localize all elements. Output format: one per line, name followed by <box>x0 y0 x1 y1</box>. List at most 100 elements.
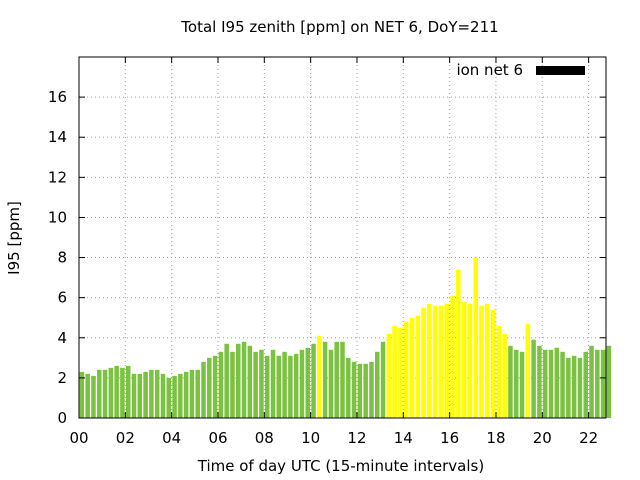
x-tick-label: 20 <box>533 429 552 447</box>
bar <box>566 357 571 418</box>
bar <box>519 351 525 418</box>
x-tick-label: 04 <box>162 429 181 447</box>
bar <box>317 335 322 418</box>
bar <box>160 373 166 418</box>
bar <box>490 309 496 418</box>
y-tick-label: 8 <box>57 249 67 267</box>
bar <box>125 365 131 418</box>
bar <box>276 355 282 418</box>
legend-label: ion net 6 <box>456 61 523 79</box>
bar <box>235 343 241 418</box>
bar <box>485 303 490 418</box>
bar <box>595 349 600 418</box>
legend: ion net 6 <box>456 61 585 79</box>
bar <box>120 367 125 418</box>
x-tick-label: 06 <box>208 429 227 447</box>
y-tick-label: 2 <box>57 369 67 387</box>
bar <box>322 341 328 418</box>
bar <box>131 373 137 418</box>
bar <box>154 369 160 418</box>
bar <box>415 315 421 418</box>
bar <box>525 323 531 418</box>
bar <box>85 373 90 418</box>
bar <box>264 355 270 418</box>
x-axis: 00 02 04 06 08 10 12 14 16 18 20 22 <box>69 57 598 447</box>
bar <box>537 345 542 418</box>
x-tick-label: 14 <box>394 429 413 447</box>
bar <box>363 363 368 418</box>
bar <box>473 257 478 418</box>
x-tick-label: 02 <box>116 429 135 447</box>
grid <box>79 57 606 418</box>
bar <box>137 373 143 418</box>
bar <box>79 371 85 418</box>
bar <box>293 353 299 418</box>
y-tick-label: 14 <box>48 128 67 146</box>
bar <box>91 375 96 418</box>
bar <box>560 351 565 418</box>
bar <box>479 305 484 418</box>
y-axis-label: I95 [ppm] <box>5 201 23 275</box>
bar <box>386 333 392 418</box>
bar <box>502 333 507 418</box>
bar <box>600 349 606 418</box>
bar <box>305 347 311 418</box>
bar <box>340 341 345 418</box>
bar <box>548 349 554 418</box>
bar <box>531 339 536 418</box>
bar <box>97 369 102 418</box>
bar <box>409 317 415 418</box>
bar <box>583 351 588 418</box>
bar <box>189 369 195 418</box>
bar <box>456 269 461 418</box>
bar <box>224 343 229 418</box>
bar <box>230 351 235 418</box>
bar <box>351 361 357 418</box>
x-tick-label: 16 <box>440 429 459 447</box>
bar <box>467 303 473 418</box>
legend-swatch <box>536 66 585 75</box>
bar <box>450 295 455 418</box>
bar <box>328 349 334 418</box>
bars <box>79 257 612 418</box>
bar <box>421 307 426 418</box>
bar <box>392 325 397 418</box>
y-axis: 0 2 4 6 8 10 12 14 16 <box>48 88 606 427</box>
bar <box>577 357 583 418</box>
bar <box>178 373 183 418</box>
y-tick-label: 16 <box>48 88 67 106</box>
bar <box>403 321 409 418</box>
bar <box>114 365 119 418</box>
bar <box>346 357 351 418</box>
bar <box>253 351 258 418</box>
bar <box>288 355 293 418</box>
bar <box>311 343 316 418</box>
chart-title: Total I95 zenith [ppm] on NET 6, DoY=211 <box>180 18 498 36</box>
bar <box>212 355 218 418</box>
y-tick-label: 4 <box>57 329 67 347</box>
bar <box>444 303 450 418</box>
bar <box>438 305 444 418</box>
bar <box>166 377 172 418</box>
y-tick-label: 10 <box>48 208 67 226</box>
bar <box>299 349 305 418</box>
bar <box>108 367 114 418</box>
y-tick-label: 0 <box>57 409 67 427</box>
plot-frame <box>78 56 607 419</box>
bar <box>247 345 253 418</box>
bar <box>374 351 380 418</box>
bar <box>102 369 108 418</box>
bar <box>398 327 403 418</box>
x-tick-label: 12 <box>347 429 366 447</box>
bar <box>508 345 513 418</box>
bar <box>143 371 148 418</box>
bar <box>270 349 276 418</box>
bar <box>432 305 438 418</box>
bar <box>513 349 519 418</box>
y-tick-label: 12 <box>48 168 67 186</box>
bar <box>207 357 212 418</box>
x-tick-label: 18 <box>486 429 505 447</box>
x-tick-label: 10 <box>301 429 320 447</box>
bar <box>571 355 577 418</box>
bar <box>218 351 224 418</box>
